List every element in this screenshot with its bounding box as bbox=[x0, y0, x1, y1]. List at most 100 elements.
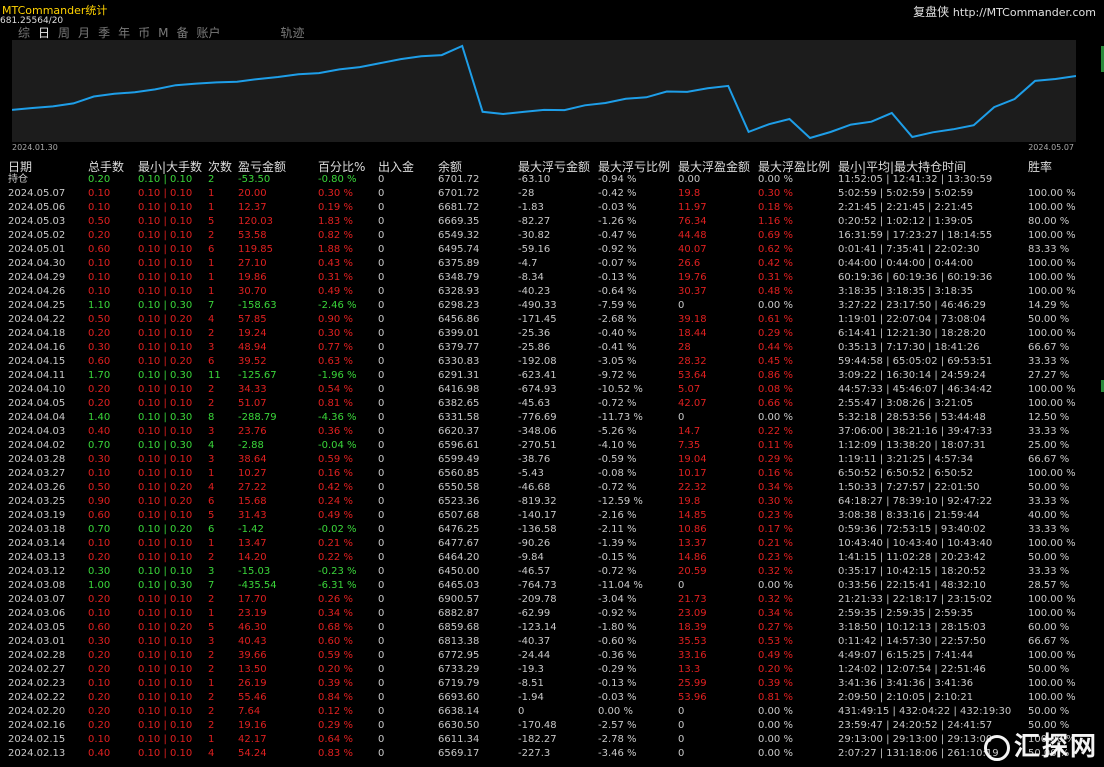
table-row[interactable]: 2024.05.01 0.60 0.10 | 0.10 6 119.85 1.88 % 0 6… bbox=[0, 243, 1104, 257]
table-row[interactable]: 2024.05.02 0.20 0.10 | 0.10 2 53.58 0.82 % 0 65… bbox=[0, 229, 1104, 243]
table-row[interactable]: 2024.02.23 0.10 0.10 | 0.10 1 26.19 0.39 % 0 67… bbox=[0, 677, 1104, 691]
table-row[interactable]: 2024.03.13 0.20 0.10 | 0.10 2 14.20 0.22 % 0 64… bbox=[0, 551, 1104, 565]
table-row[interactable]: 2024.03.25 0.90 0.10 | 0.20 6 15.68 0.24 % 0 65… bbox=[0, 495, 1104, 509]
cell-date: 2024.05.02 bbox=[8, 230, 66, 241]
table-row[interactable]: 2024.05.03 0.50 0.10 | 0.10 5 120.03 1.83 % 0 6… bbox=[0, 215, 1104, 229]
table-row[interactable]: 2024.03.05 0.60 0.10 | 0.20 5 46.30 0.68 % 0 68… bbox=[0, 621, 1104, 635]
col-header-3[interactable]: 次数 bbox=[208, 160, 233, 174]
cell-mflp: -0.15 % bbox=[598, 552, 637, 563]
table-row[interactable]: 2024.02.28 0.20 0.10 | 0.10 2 39.66 0.59 % 0 67… bbox=[0, 649, 1104, 663]
table-row[interactable]: 2024.05.06 0.10 0.10 | 0.10 1 12.37 0.19 % 0 66… bbox=[0, 201, 1104, 215]
table-row[interactable]: 2024.02.13 0.40 0.10 | 0.10 4 54.24 0.83 % 0 65… bbox=[0, 747, 1104, 761]
table-row[interactable]: 2024.03.12 0.30 0.10 | 0.10 3 -15.03 -0.23 % 0… bbox=[0, 565, 1104, 579]
col-header-0[interactable]: 日期 bbox=[8, 160, 33, 174]
col-header-13[interactable]: 胜率 bbox=[1028, 160, 1053, 174]
table-row[interactable]: 2024.04.22 0.50 0.10 | 0.20 4 57.85 0.90 % 0 64… bbox=[0, 313, 1104, 327]
cell-mfl: -623.41 bbox=[518, 370, 557, 381]
table-row[interactable]: 2024.03.26 0.50 0.10 | 0.20 4 27.22 0.42 % 0 65… bbox=[0, 481, 1104, 495]
brand[interactable]: 复盘侠 http://MTCommander.com bbox=[913, 3, 1096, 20]
table-row[interactable]: 2024.03.19 0.60 0.10 | 0.10 5 31.43 0.49 % 0 65… bbox=[0, 509, 1104, 523]
cell-mfpp: 0.11 % bbox=[758, 440, 793, 451]
col-header-1[interactable]: 总手数 bbox=[88, 160, 125, 174]
table-row[interactable]: 2024.02.16 0.20 0.10 | 0.10 2 19.16 0.29 % 0 66… bbox=[0, 719, 1104, 733]
col-header-11[interactable]: 最大浮盈比例 bbox=[758, 160, 831, 174]
table-row[interactable]: 2024.04.18 0.20 0.10 | 0.10 2 19.24 0.30 % 0 63… bbox=[0, 327, 1104, 341]
table-row[interactable]: 2024.04.02 0.70 0.10 | 0.30 4 -2.88 -0.04 % 0 6… bbox=[0, 439, 1104, 453]
table-row[interactable]: 2024.02.27 0.20 0.10 | 0.10 2 13.50 0.20 % 0 67… bbox=[0, 663, 1104, 677]
tab-4[interactable]: 季 bbox=[98, 26, 111, 40]
tab-10[interactable]: 轨迹 bbox=[280, 26, 305, 40]
balance-series-line bbox=[12, 44, 1076, 140]
tab-1[interactable]: 日 bbox=[38, 26, 51, 40]
cell-count: 7 bbox=[208, 300, 215, 311]
cell-win: 100.00 % bbox=[1028, 678, 1076, 689]
col-header-8[interactable]: 最大浮亏金额 bbox=[518, 160, 591, 174]
col-header-5[interactable]: 百分比% bbox=[318, 160, 366, 174]
table-row[interactable]: 2024.04.05 0.20 0.10 | 0.10 2 51.07 0.81 % 0 63… bbox=[0, 397, 1104, 411]
tab-7[interactable]: M bbox=[158, 26, 169, 40]
tab-2[interactable]: 周 bbox=[58, 26, 71, 40]
cell-mfpp: 0.39 % bbox=[758, 678, 793, 689]
cell-date: 2024.03.06 bbox=[8, 608, 66, 619]
table-row[interactable]: 2024.04.26 0.10 0.10 | 0.10 1 30.70 0.49 % 0 63… bbox=[0, 285, 1104, 299]
col-header-12[interactable]: 最小|平均|最大持仓时间 bbox=[838, 160, 967, 174]
scroll-indicator[interactable] bbox=[1101, 46, 1104, 72]
cell-mfpp: 0.23 % bbox=[758, 552, 793, 563]
table-row[interactable]: 2024.04.04 1.40 0.10 | 0.30 8 -288.79 -4.36 %… bbox=[0, 411, 1104, 425]
table-row[interactable]: 2024.02.22 0.20 0.10 | 0.10 2 55.46 0.84 % 0 66… bbox=[0, 691, 1104, 705]
cell-minmax: 0.10 | 0.10 bbox=[138, 664, 193, 675]
table-row[interactable]: 2024.03.27 0.10 0.10 | 0.10 1 10.27 0.16 % 0 65… bbox=[0, 467, 1104, 481]
col-header-10[interactable]: 最大浮盈金额 bbox=[678, 160, 751, 174]
cell-dep: 0 bbox=[378, 608, 385, 619]
tab-9[interactable]: 账户 bbox=[196, 26, 221, 40]
table-row[interactable]: 2024.04.10 0.20 0.10 | 0.10 2 34.33 0.54 % 0 64… bbox=[0, 383, 1104, 397]
table-row[interactable]: 2024.03.18 0.70 0.10 | 0.20 6 -1.42 -0.02 % 0 6… bbox=[0, 523, 1104, 537]
cell-count: 1 bbox=[208, 678, 215, 689]
tab-3[interactable]: 月 bbox=[78, 26, 91, 40]
col-header-9[interactable]: 最大浮亏比例 bbox=[598, 160, 671, 174]
col-header-4[interactable]: 盈亏金额 bbox=[238, 160, 287, 174]
cell-hold: 3:08:38 | 8:33:16 | 21:59:44 bbox=[838, 510, 980, 521]
table-row[interactable]: 2024.03.08 1.00 0.10 | 0.30 7 -435.54 -6.31 %… bbox=[0, 579, 1104, 593]
brand-url[interactable]: http://MTCommander.com bbox=[952, 6, 1096, 19]
tab-0[interactable]: 综 bbox=[18, 26, 31, 40]
cell-mfl: -46.57 bbox=[518, 566, 551, 577]
cell-pl: 30.70 bbox=[238, 286, 267, 297]
table-row[interactable]: 2024.02.15 0.10 0.10 | 0.10 1 42.17 0.64 % 0 66… bbox=[0, 733, 1104, 747]
table-row[interactable]: 2024.03.06 0.10 0.10 | 0.10 1 23.19 0.34 % 0 68… bbox=[0, 607, 1104, 621]
tab-6[interactable]: 币 bbox=[138, 26, 151, 40]
cell-mfp: 39.18 bbox=[678, 314, 707, 325]
table-row[interactable]: 2024.04.11 1.70 0.10 | 0.30 11 -125.67 -1.96 … bbox=[0, 369, 1104, 383]
cell-mfp: 33.16 bbox=[678, 650, 707, 661]
table-row[interactable]: 2024.02.20 0.20 0.10 | 0.10 2 7.64 0.12 % 0 663… bbox=[0, 705, 1104, 719]
table-row[interactable]: 持仓 0.20 0.10 | 0.10 2 -53.50 -0.80 % 0 6701.72 -… bbox=[0, 173, 1104, 187]
table-row[interactable]: 2024.03.14 0.10 0.10 | 0.10 1 13.47 0.21 % 0 64… bbox=[0, 537, 1104, 551]
scroll-indicator-2[interactable] bbox=[1101, 380, 1104, 392]
table-row[interactable]: 2024.03.28 0.30 0.10 | 0.10 3 38.64 0.59 % 0 65… bbox=[0, 453, 1104, 467]
col-header-6[interactable]: 出入金 bbox=[378, 160, 415, 174]
table-row[interactable]: 2024.04.30 0.10 0.10 | 0.10 1 27.10 0.43 % 0 63… bbox=[0, 257, 1104, 271]
table-row[interactable]: 2024.03.01 0.30 0.10 | 0.10 3 40.43 0.60 % 0 68… bbox=[0, 635, 1104, 649]
table-row[interactable]: 2024.04.03 0.40 0.10 | 0.10 3 23.76 0.36 % 0 66… bbox=[0, 425, 1104, 439]
col-header-2[interactable]: 最小|大手数 bbox=[138, 160, 203, 174]
cell-mfpp: 0.00 % bbox=[758, 174, 793, 185]
table-row[interactable]: 2024.05.07 0.10 0.10 | 0.10 1 20.00 0.30 % 0 67… bbox=[0, 187, 1104, 201]
table-row[interactable]: 2024.04.16 0.30 0.10 | 0.10 3 48.94 0.77 % 0 63… bbox=[0, 341, 1104, 355]
cell-bal: 6772.95 bbox=[438, 650, 480, 661]
cell-bal: 6330.83 bbox=[438, 356, 480, 367]
cell-mflp: -0.94 % bbox=[598, 174, 637, 185]
table-row[interactable]: 2024.03.07 0.20 0.10 | 0.10 2 17.70 0.26 % 0 69… bbox=[0, 593, 1104, 607]
cell-date: 2024.03.13 bbox=[8, 552, 66, 563]
tab-5[interactable]: 年 bbox=[118, 26, 131, 40]
cell-count: 4 bbox=[208, 748, 215, 759]
cell-minmax: 0.10 | 0.10 bbox=[138, 342, 193, 353]
table-row[interactable]: 2024.04.25 1.10 0.10 | 0.30 7 -158.63 -2.46 %… bbox=[0, 299, 1104, 313]
table-row[interactable]: 2024.04.15 0.60 0.10 | 0.20 6 39.52 0.63 % 0 63… bbox=[0, 355, 1104, 369]
cell-date: 2024.04.26 bbox=[8, 286, 66, 297]
cell-count: 8 bbox=[208, 412, 215, 423]
cell-minmax: 0.10 | 0.10 bbox=[138, 552, 193, 563]
cell-date: 2024.03.27 bbox=[8, 468, 66, 479]
table-row[interactable]: 2024.04.29 0.10 0.10 | 0.10 1 19.86 0.31 % 0 63… bbox=[0, 271, 1104, 285]
col-header-7[interactable]: 余额 bbox=[438, 160, 463, 174]
tab-8[interactable]: 备 bbox=[176, 26, 189, 40]
